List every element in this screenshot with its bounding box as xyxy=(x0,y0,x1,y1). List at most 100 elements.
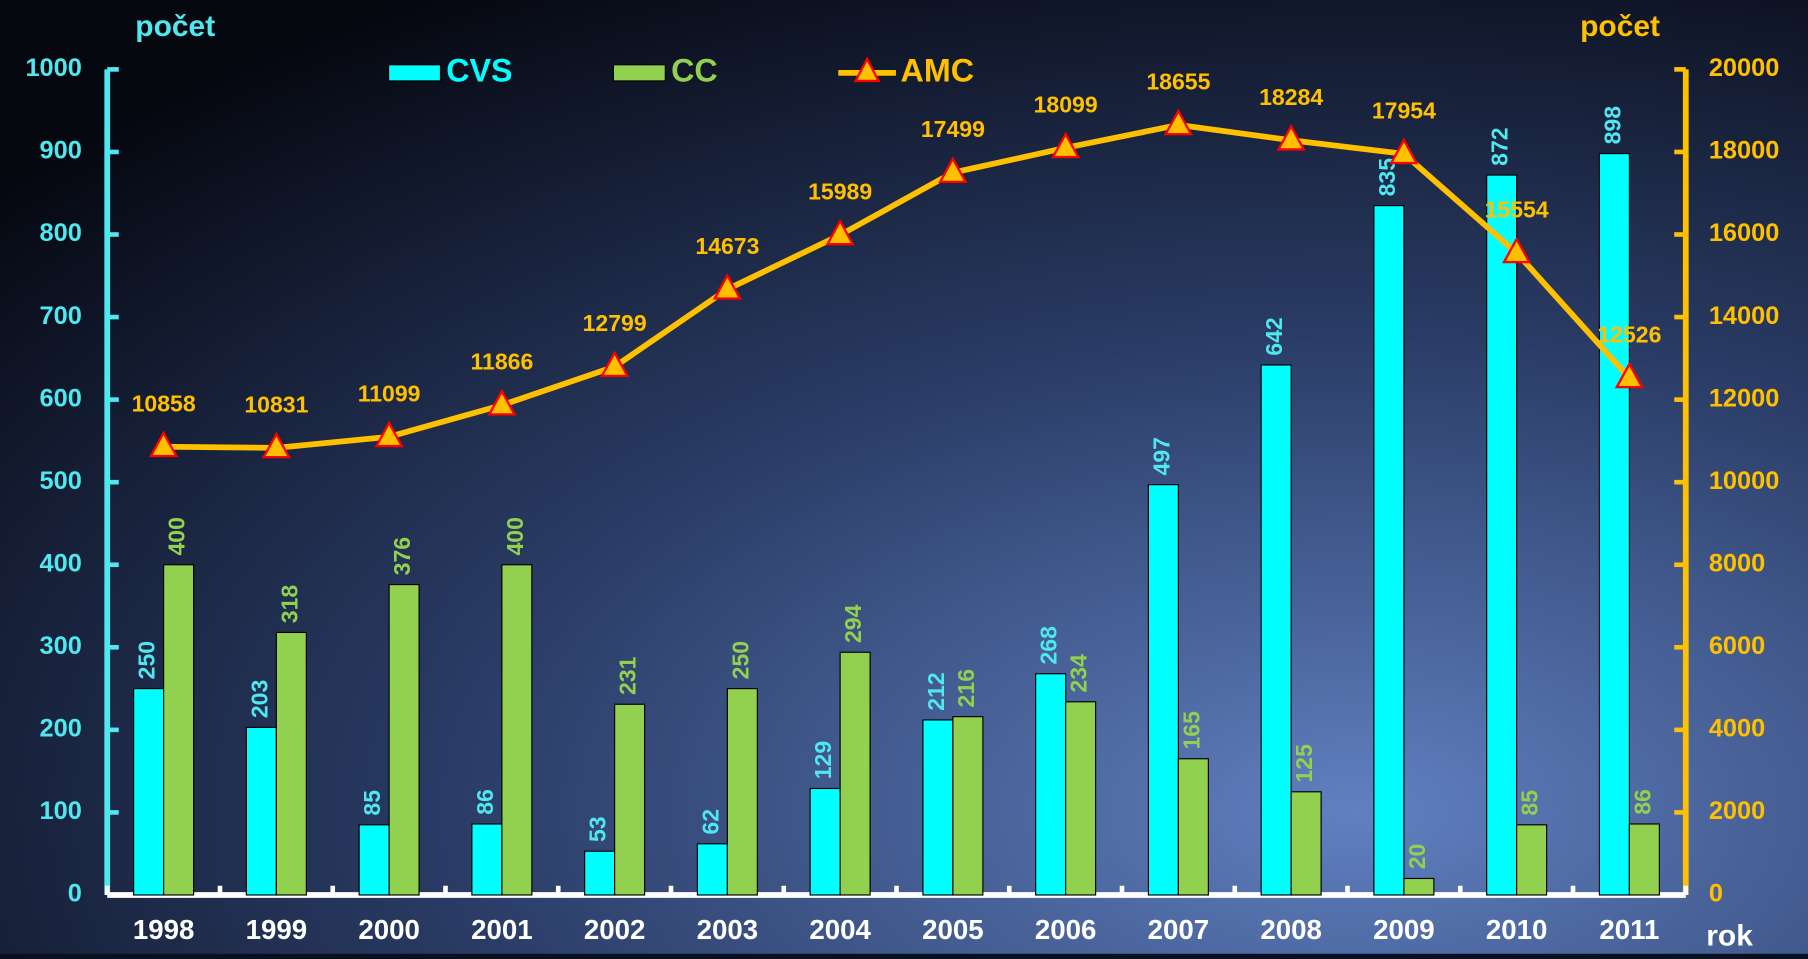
bar-value-label: 62 xyxy=(697,809,723,835)
bar xyxy=(1290,791,1322,896)
y-tick-label: 800 xyxy=(40,219,82,247)
bar xyxy=(471,823,503,896)
bar-value-label: 85 xyxy=(359,790,385,816)
bar-value-label: 642 xyxy=(1261,317,1287,355)
bar-value-label: 872 xyxy=(1487,127,1513,165)
bar xyxy=(696,843,728,896)
line-value-label: 10858 xyxy=(132,390,196,416)
line-marker xyxy=(1614,361,1645,389)
bar xyxy=(1147,484,1179,896)
line-value-label: 11866 xyxy=(470,349,533,375)
line-marker xyxy=(599,350,630,378)
bar xyxy=(1065,701,1097,896)
bar xyxy=(584,850,616,896)
x-tick-label: 2008 xyxy=(1260,914,1322,945)
bar xyxy=(1177,758,1209,896)
y2-tick-label: 8000 xyxy=(1709,549,1765,577)
bar xyxy=(922,719,954,896)
y2-tick-label: 14000 xyxy=(1709,302,1780,330)
bar xyxy=(358,824,390,896)
bar xyxy=(275,631,307,896)
bar xyxy=(726,688,758,896)
bar-value-label: 165 xyxy=(1178,711,1204,750)
bar xyxy=(1516,824,1548,896)
y-axis-label: počet xyxy=(135,10,215,43)
x-tick-label: 1999 xyxy=(246,914,308,945)
line-marker xyxy=(1502,236,1532,264)
x-tick-label: 2007 xyxy=(1148,914,1210,945)
bar-value-label: 250 xyxy=(727,641,753,679)
legend-label: CC xyxy=(671,52,718,88)
line-marker xyxy=(1051,131,1081,159)
y-tick-label: 1000 xyxy=(25,54,81,82)
line-marker xyxy=(374,420,404,448)
x-tick-label: 2000 xyxy=(358,914,420,945)
bar-value-label: 53 xyxy=(585,816,611,842)
line-value-label: 15554 xyxy=(1485,197,1549,223)
line-marker xyxy=(1163,108,1194,136)
legend-swatch xyxy=(388,64,442,82)
bar xyxy=(163,564,195,896)
bar xyxy=(839,651,871,896)
bar xyxy=(388,583,420,896)
bar xyxy=(1373,205,1405,896)
line-marker xyxy=(487,388,517,416)
line-marker xyxy=(825,218,855,246)
x-tick-label: 2010 xyxy=(1486,914,1548,945)
y2-tick-label: 20000 xyxy=(1709,54,1780,82)
x-tick-label: 2003 xyxy=(697,914,759,945)
bar xyxy=(1260,364,1292,896)
bar-value-label: 125 xyxy=(1291,744,1317,783)
bar-value-label: 400 xyxy=(164,517,190,555)
y-tick-label: 0 xyxy=(68,880,82,908)
x-tick-label: 2011 xyxy=(1599,914,1659,945)
line-value-label: 15989 xyxy=(808,179,872,205)
bar-value-label: 212 xyxy=(923,672,949,710)
legend-label: AMC xyxy=(901,52,974,88)
bar-value-label: 86 xyxy=(472,789,498,815)
bar-value-label: 203 xyxy=(246,680,272,718)
legend-marker xyxy=(853,56,881,83)
bar xyxy=(133,688,165,896)
bar xyxy=(614,703,646,896)
bar xyxy=(501,564,533,896)
bar xyxy=(1403,877,1435,896)
bar xyxy=(1628,823,1660,896)
bar-value-label: 85 xyxy=(1517,790,1543,816)
x-tick-label: 2009 xyxy=(1373,914,1435,945)
bar xyxy=(952,716,984,896)
line-value-label: 17954 xyxy=(1372,97,1436,123)
x-tick-label: 2004 xyxy=(809,914,871,945)
x-tick-label: 1998 xyxy=(133,914,195,945)
x-tick-label: 2002 xyxy=(584,914,646,945)
y2-axis-label: počet xyxy=(1580,10,1660,43)
bar-value-label: 400 xyxy=(502,517,528,555)
bar-value-label: 129 xyxy=(810,741,836,779)
line-value-label: 12526 xyxy=(1597,322,1661,348)
x-tick-label: 2005 xyxy=(922,914,984,945)
bar-value-label: 86 xyxy=(1629,789,1655,815)
line-marker xyxy=(261,431,291,459)
bar-value-label: 497 xyxy=(1148,437,1174,475)
y-tick-label: 300 xyxy=(40,632,82,660)
bar-value-label: 216 xyxy=(953,669,979,707)
bar xyxy=(1598,153,1630,896)
y2-tick-label: 6000 xyxy=(1709,632,1765,660)
y2-tick-label: 16000 xyxy=(1709,219,1780,247)
y2-tick-label: 2000 xyxy=(1709,797,1765,825)
line-marker xyxy=(1276,123,1306,151)
bar xyxy=(1486,174,1518,896)
bar-value-label: 268 xyxy=(1036,626,1062,665)
y-tick-label: 400 xyxy=(40,549,82,577)
line-value-label: 14673 xyxy=(695,233,759,259)
y-tick-label: 900 xyxy=(40,137,82,165)
line xyxy=(163,121,1632,451)
y-tick-label: 200 xyxy=(40,715,82,743)
line-marker xyxy=(938,156,968,184)
legend-label: CVS xyxy=(446,52,512,88)
line-value-label: 18099 xyxy=(1034,91,1098,117)
line-marker xyxy=(712,273,743,300)
line-value-label: 11099 xyxy=(358,380,421,406)
bar-value-label: 234 xyxy=(1066,654,1092,693)
